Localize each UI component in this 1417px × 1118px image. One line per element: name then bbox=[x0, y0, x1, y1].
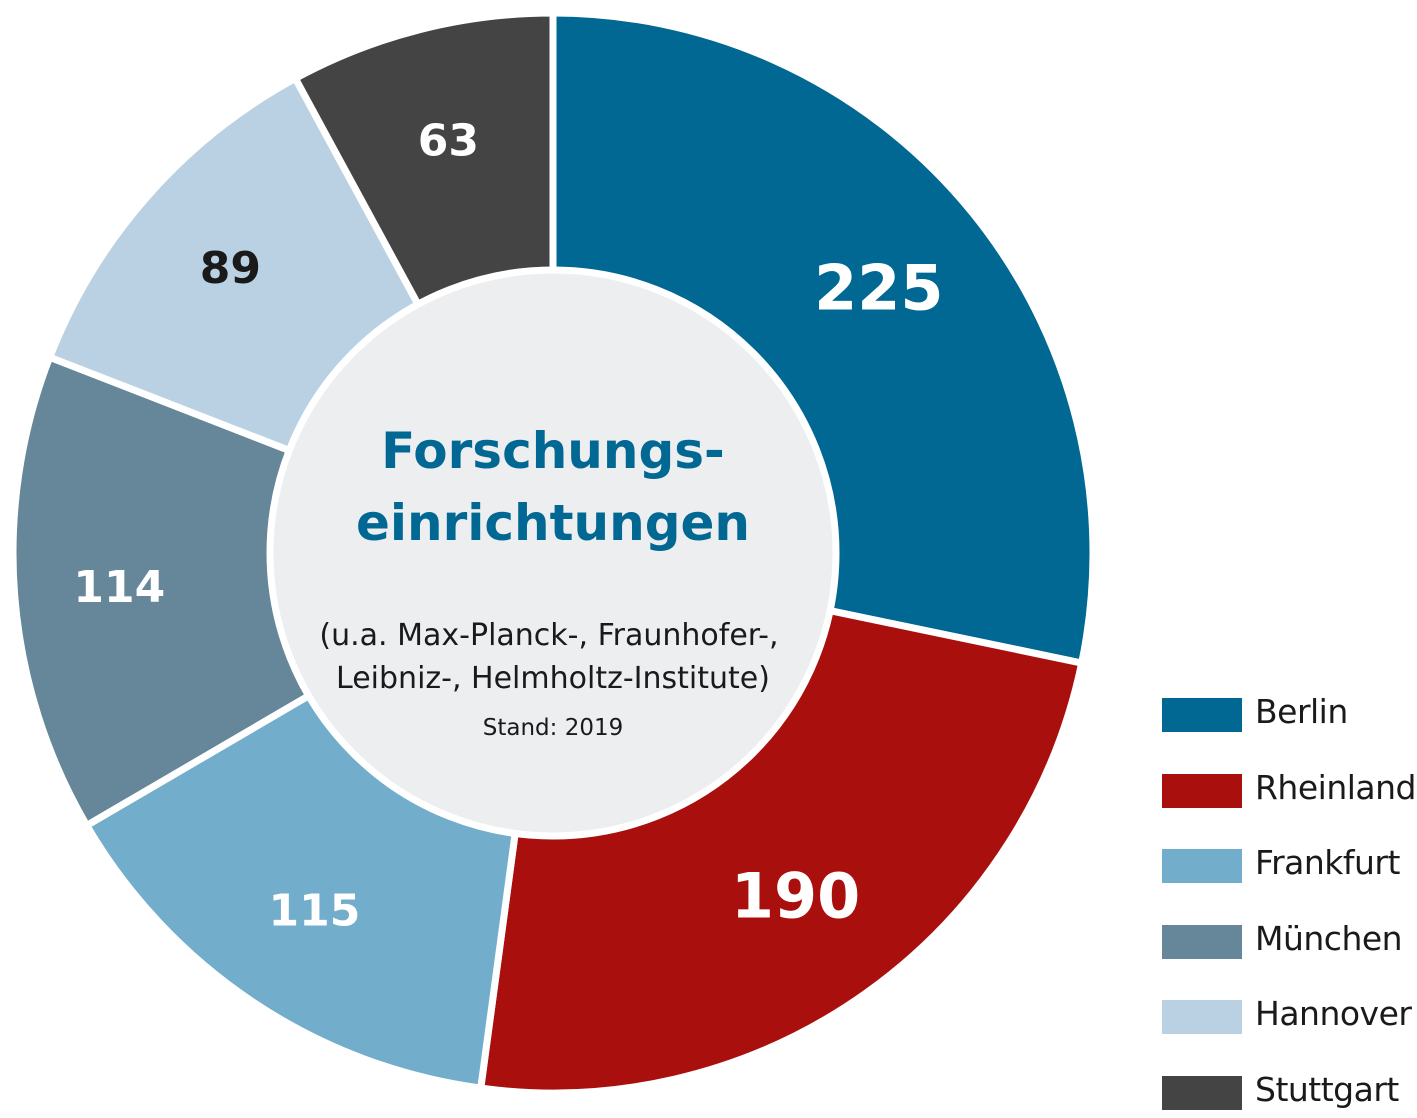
slice-label-berlin: 225 bbox=[814, 251, 943, 324]
legend-item-stuttgart: Stuttgart bbox=[1160, 1068, 1417, 1118]
center-title-line-2: einrichtungen bbox=[356, 494, 750, 552]
legend-item-rheinland: Rheinland bbox=[1160, 766, 1417, 816]
legend-swatch bbox=[1162, 1000, 1242, 1034]
slice-label-muenchen: 114 bbox=[73, 562, 165, 613]
center-title-line-1: Forschungs- bbox=[381, 422, 725, 480]
slice-label-hannover: 89 bbox=[200, 243, 261, 294]
legend-item-hannover: Hannover bbox=[1160, 992, 1417, 1042]
legend-label: Hannover bbox=[1255, 994, 1412, 1033]
center-text: Forschungs- einrichtungen (u.a. Max-Plan… bbox=[319, 422, 778, 741]
legend-label: München bbox=[1255, 918, 1403, 958]
center-disc bbox=[266, 266, 840, 840]
center-subtitle-line-2: Leibniz-, Helmholtz-Institute) bbox=[336, 661, 770, 696]
center-note: Stand: 2019 bbox=[483, 715, 623, 741]
legend-swatch bbox=[1162, 698, 1242, 732]
slice-labels-group: 225 190 115 114 89 63 bbox=[73, 116, 943, 937]
center-subtitle-line-1: (u.a. Max-Planck-, Fraunhofer-, bbox=[319, 618, 778, 653]
legend-swatch bbox=[1162, 1075, 1242, 1110]
legend-swatch bbox=[1162, 924, 1242, 959]
legend-item-berlin: Berlin bbox=[1160, 690, 1417, 740]
legend-label: Stuttgart bbox=[1255, 1069, 1399, 1109]
legend-label: Berlin bbox=[1255, 692, 1348, 731]
legend-label: Frankfurt bbox=[1255, 843, 1400, 882]
legend-swatch bbox=[1162, 849, 1242, 883]
slice-label-rheinland: 190 bbox=[731, 859, 860, 932]
legend-item-muenchen: München bbox=[1160, 917, 1417, 967]
legend-swatch bbox=[1162, 773, 1242, 808]
slice-label-frankfurt: 115 bbox=[269, 885, 361, 936]
legend-item-frankfurt: Frankfurt bbox=[1160, 841, 1417, 891]
slice-label-stuttgart: 63 bbox=[418, 116, 479, 167]
legend-label: Rheinland bbox=[1255, 767, 1416, 807]
